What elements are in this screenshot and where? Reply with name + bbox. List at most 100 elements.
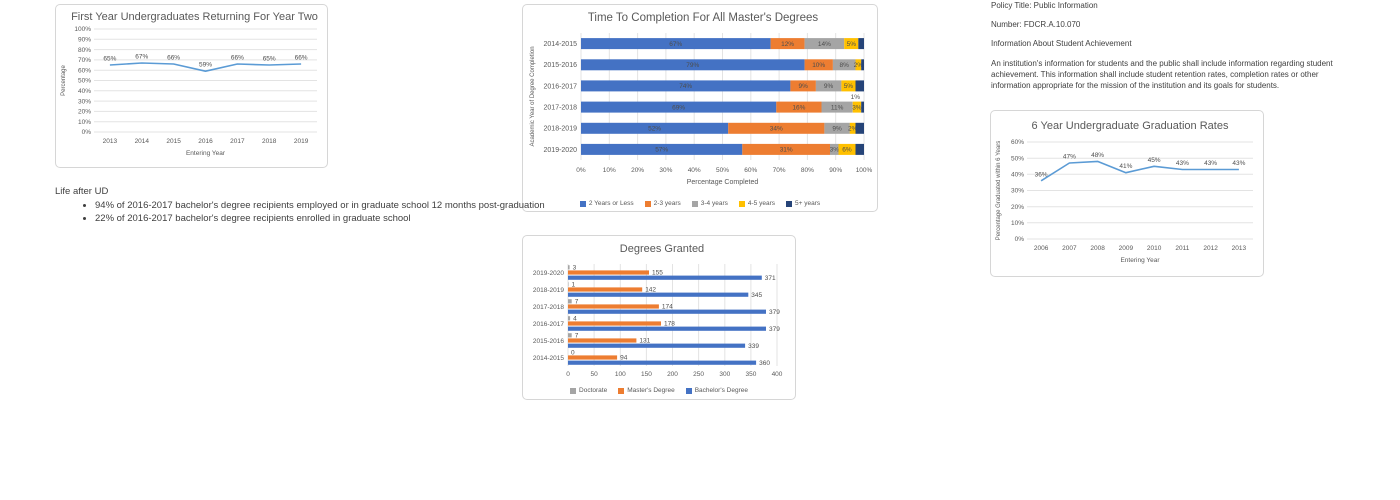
category-label: 2015-2016 <box>544 62 578 69</box>
legend-swatch-icon <box>786 200 792 207</box>
x-tick-label: 2008 <box>1090 245 1105 252</box>
bar <box>568 275 762 280</box>
legend-item: 2-3 years <box>644 200 681 207</box>
data-label: 0 <box>571 349 575 356</box>
data-label: 345 <box>751 292 762 299</box>
x-tick-label: 0 <box>566 371 570 378</box>
chart-legend: Doctorate Master's Degree Bachelor's Degre… <box>523 387 795 394</box>
bar-segment <box>821 101 853 113</box>
policy-number-line: Number: FDCR.A.10.070 <box>991 20 1081 29</box>
data-label: 59% <box>199 62 212 69</box>
category-label: 2018-2019 <box>544 126 578 133</box>
y-tick-label: 30% <box>1011 188 1024 195</box>
y-axis-title: Academic Year of Degree Completion <box>530 46 536 146</box>
legend-item: Bachelor's Degree <box>685 387 748 394</box>
segment-label: 74% <box>679 83 692 90</box>
y-tick-label: 10% <box>1011 220 1024 227</box>
bar-segment <box>852 101 862 113</box>
y-tick-label: 80% <box>78 47 91 54</box>
x-tick-label: 2015 <box>166 138 181 145</box>
category-label: 2016-2017 <box>544 83 578 90</box>
chart-6-year-graduation-rates: 6 Year Undergraduate Graduation Rates 0% 1… <box>990 110 1264 277</box>
x-tick-label: 2009 <box>1119 245 1134 252</box>
segment-label: 9% <box>798 83 808 90</box>
chart-canvas-completion: Time To Completion For All Master's Degr… <box>530 12 873 186</box>
bar <box>568 333 572 338</box>
data-label: 48% <box>1091 152 1104 159</box>
bar-segment <box>858 38 864 50</box>
bar-segment <box>855 59 862 71</box>
segment-label: 3% <box>852 104 862 111</box>
x-tick-label: 60% <box>744 167 757 174</box>
bar <box>568 326 766 331</box>
chart-title: Time To Completion For All Master's Degr… <box>588 12 819 24</box>
legend-label: 2 Years or Less <box>588 200 634 207</box>
data-label: 7 <box>575 298 579 305</box>
bar <box>568 292 749 297</box>
legend-item: 3-4 years <box>691 200 728 207</box>
y-tick-label: 60% <box>78 67 91 74</box>
y-tick-label: 20% <box>1011 204 1024 211</box>
bar-segment <box>855 143 864 155</box>
legend-label: 5+ years <box>795 200 821 207</box>
segment-label: 3% <box>830 147 840 154</box>
y-axis-title: Percentage Graduated within 6 Years <box>996 141 1002 240</box>
data-label: 94 <box>620 355 628 362</box>
x-tick-label: 350 <box>745 371 756 378</box>
category-label: 2014-2015 <box>544 41 578 48</box>
segment-label: 14% <box>818 41 831 48</box>
bar-segment <box>728 122 825 134</box>
bar-segment <box>815 80 842 92</box>
bar-segment <box>804 38 845 50</box>
bar <box>568 360 757 365</box>
data-label: 66% <box>295 55 308 62</box>
bar-segment <box>581 101 777 113</box>
segment-label: 12% <box>781 41 794 48</box>
legend-label: Bachelor's Degree <box>694 387 748 394</box>
legend-label: 3-4 years <box>700 200 728 207</box>
category-label: 2017-2018 <box>533 304 564 311</box>
bar-segment <box>790 80 816 92</box>
legend-swatch-icon <box>685 387 692 394</box>
y-tick-label: 90% <box>78 37 91 44</box>
data-label: 379 <box>769 309 780 316</box>
x-tick-label: 200 <box>667 371 678 378</box>
data-label: 65% <box>263 56 276 63</box>
bar <box>568 316 571 321</box>
legend-item: 5+ years <box>786 200 820 207</box>
x-tick-label: 2019 <box>294 138 309 145</box>
bar-segment <box>832 59 856 71</box>
segment-label: 34% <box>770 126 783 133</box>
y-tick-label: 50% <box>1011 155 1024 162</box>
policy-text-block: Policy Title: Public Information Number:… <box>991 1 1341 100</box>
category-label: 2017-2018 <box>544 105 578 112</box>
segment-label: 9% <box>832 126 842 133</box>
category-label: 2018-2019 <box>533 287 564 294</box>
bar <box>568 343 746 348</box>
chart-canvas-degrees: Degrees Granted 0 50 100 150 200 250 300 350 400 2… <box>533 243 783 378</box>
data-label: 4 <box>573 315 577 322</box>
bar-segment <box>861 59 864 71</box>
legend-swatch-icon <box>579 200 586 207</box>
data-label: 43% <box>1232 160 1245 167</box>
data-label: 379 <box>769 326 780 333</box>
bar-segment <box>838 143 856 155</box>
chart-title: Degrees Granted <box>620 243 704 255</box>
x-tick-label: 100% <box>856 167 873 174</box>
x-tick-label: 250 <box>693 371 704 378</box>
data-label: 43% <box>1176 160 1189 167</box>
x-tick-label: 2007 <box>1062 245 1077 252</box>
data-label: 7 <box>575 332 579 339</box>
bar-segment <box>844 38 859 50</box>
x-tick-label: 100 <box>615 371 626 378</box>
bar-segment <box>581 143 743 155</box>
bar-segment <box>742 143 830 155</box>
bar-segment <box>830 143 839 155</box>
legend-label: 4-5 years <box>747 200 775 207</box>
category-label: 2019-2020 <box>544 147 578 154</box>
legend-swatch-icon <box>644 200 651 207</box>
y-tick-label: 50% <box>78 78 91 85</box>
bar <box>568 355 618 360</box>
data-label: 360 <box>759 360 770 367</box>
segment-label: 10% <box>812 62 825 69</box>
